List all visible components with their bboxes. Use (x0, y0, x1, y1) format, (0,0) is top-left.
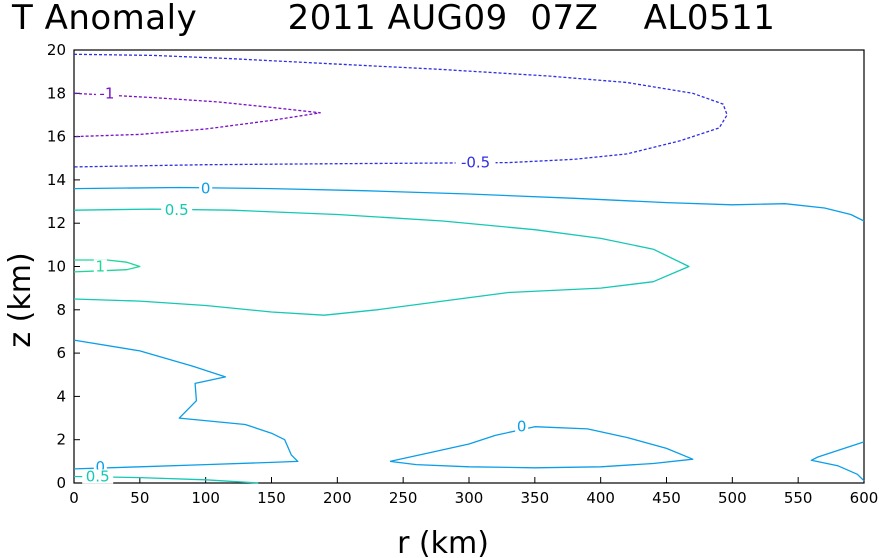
contour-line (74, 340, 298, 469)
x-tick-label: 200 (323, 489, 352, 507)
x-tick-label: 50 (130, 489, 149, 507)
x-tick-label: 450 (652, 489, 681, 507)
x-tick-label: 250 (389, 489, 418, 507)
contour-line (74, 209, 689, 315)
y-tick-label: 20 (47, 41, 66, 59)
contour-label: 0 (201, 180, 211, 198)
y-axis-title: z (km) (3, 252, 38, 347)
contour-line (74, 54, 727, 167)
x-tick-label: 400 (586, 489, 615, 507)
contour-label: 0.5 (165, 201, 189, 219)
y-tick-label: 2 (56, 431, 66, 449)
x-tick-label: 100 (191, 489, 220, 507)
contour-line (390, 427, 693, 468)
contour-lines (74, 54, 864, 483)
y-tick-label: 0 (56, 474, 66, 492)
x-axis-title: r (km) (397, 526, 489, 558)
contour-label: 0.5 (86, 468, 110, 486)
y-tick-label: 8 (56, 301, 66, 319)
contour-line (74, 260, 140, 272)
y-tick-label: 16 (47, 128, 66, 146)
contour-line (811, 442, 864, 481)
contour-label: 1 (96, 258, 106, 276)
y-tick-label: 4 (56, 387, 66, 405)
y-tick-label: 14 (47, 171, 66, 189)
x-tick-label: 150 (257, 489, 286, 507)
x-tick-label: 300 (455, 489, 484, 507)
contour-line (74, 188, 864, 222)
x-tick-label: 550 (784, 489, 813, 507)
y-tick-label: 18 (47, 84, 66, 102)
x-tick-label: 350 (521, 489, 550, 507)
contour-label: 0 (517, 418, 527, 436)
y-tick-label: 10 (47, 258, 66, 276)
contour-label: -0.5 (461, 154, 490, 172)
axis-ticks: 0 50 100 150 200 250 300 350 400 450 500 550 6000246… (47, 41, 878, 507)
y-tick-label: 12 (47, 214, 66, 232)
contour-label: -1 (99, 84, 114, 102)
plot-frame (74, 50, 864, 483)
x-tick-label: 600 (850, 489, 879, 507)
x-tick-label: 0 (69, 489, 79, 507)
y-tick-label: 6 (56, 344, 66, 362)
x-tick-label: 500 (718, 489, 747, 507)
